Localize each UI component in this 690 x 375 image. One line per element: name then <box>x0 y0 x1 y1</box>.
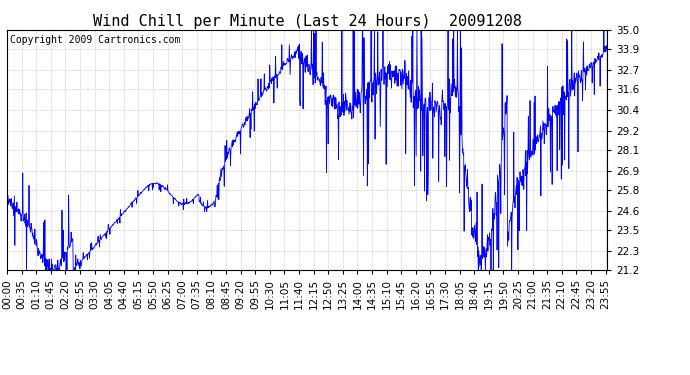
Text: Copyright 2009 Cartronics.com: Copyright 2009 Cartronics.com <box>10 35 180 45</box>
Title: Wind Chill per Minute (Last 24 Hours)  20091208: Wind Chill per Minute (Last 24 Hours) 20… <box>92 14 522 29</box>
